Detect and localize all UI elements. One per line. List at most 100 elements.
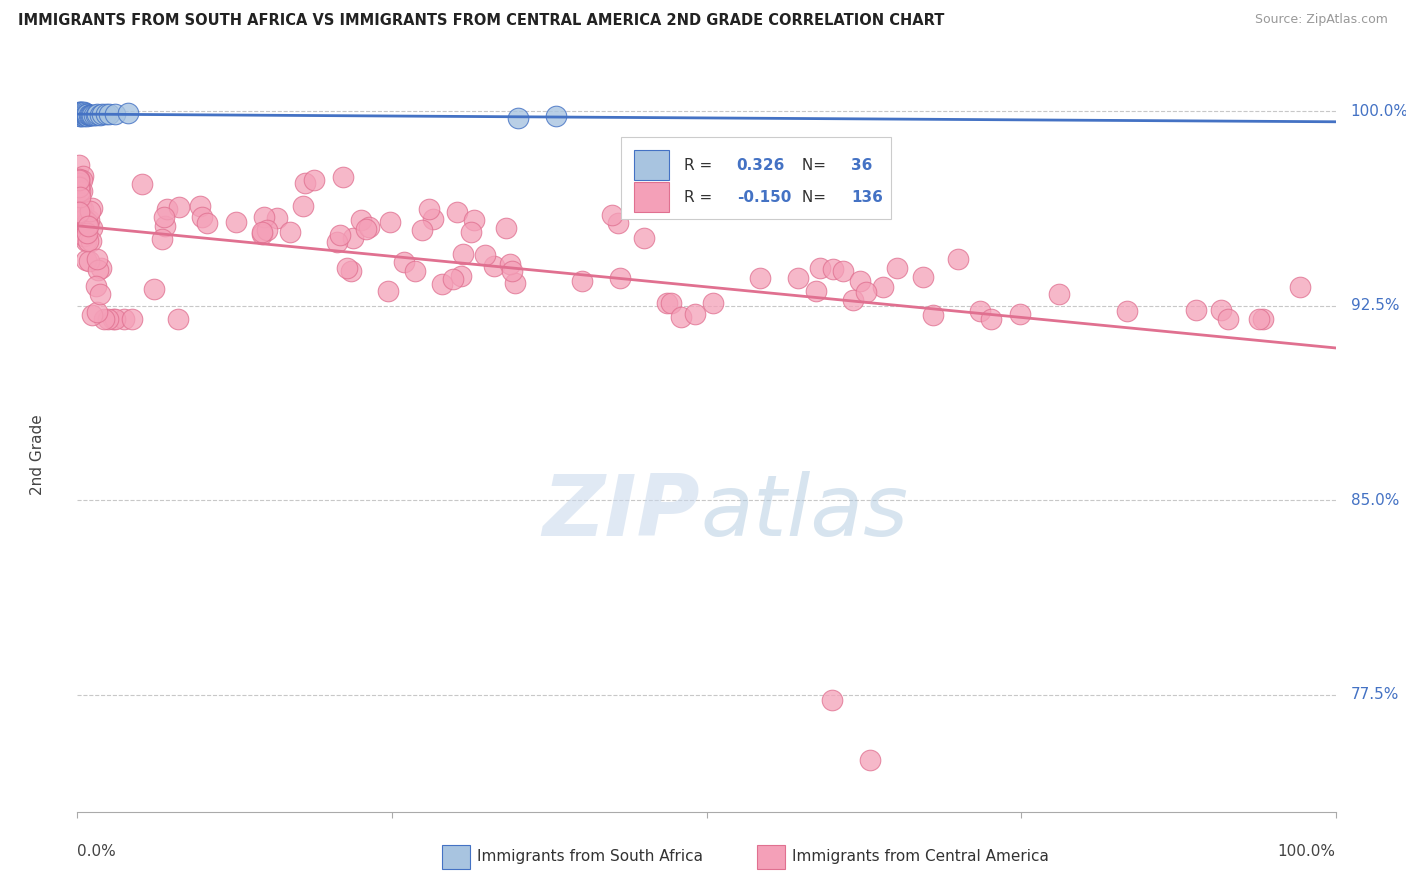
- Point: [67, 105, 90, 120]
- Text: atlas: atlas: [700, 470, 908, 554]
- Point: [75, 217, 97, 231]
- Text: 36: 36: [851, 158, 873, 173]
- Point: [70, 104, 93, 119]
- Point: [1184, 303, 1206, 318]
- Text: 77.5%: 77.5%: [1351, 688, 1399, 702]
- Point: [1047, 286, 1070, 301]
- Point: [104, 106, 127, 120]
- Point: [195, 216, 218, 230]
- Point: [69, 109, 91, 123]
- Point: [80, 201, 103, 215]
- Text: 92.5%: 92.5%: [1351, 298, 1399, 313]
- Point: [86, 304, 108, 318]
- Point: [69, 189, 91, 203]
- Point: [278, 225, 301, 239]
- Point: [97, 311, 120, 326]
- Point: [1116, 303, 1139, 318]
- Text: 0.0%: 0.0%: [77, 844, 117, 859]
- Point: [72, 106, 94, 120]
- Point: [67, 158, 90, 172]
- Point: [450, 269, 472, 284]
- Point: [633, 231, 655, 245]
- Point: [804, 285, 827, 299]
- Point: [1218, 311, 1240, 326]
- Point: [506, 111, 529, 125]
- Point: [70, 217, 93, 231]
- Point: [76, 108, 98, 122]
- Point: [969, 304, 991, 318]
- Point: [76, 226, 98, 240]
- Point: [294, 176, 316, 190]
- Text: 100.0%: 100.0%: [1278, 844, 1336, 859]
- Point: [73, 212, 96, 227]
- Text: 136: 136: [851, 190, 883, 205]
- Point: [256, 223, 278, 237]
- Text: R =: R =: [683, 190, 717, 205]
- Text: -0.150: -0.150: [737, 190, 792, 205]
- Point: [69, 106, 91, 120]
- Point: [460, 226, 482, 240]
- Point: [326, 235, 349, 249]
- Point: [153, 219, 176, 233]
- Point: [75, 234, 97, 248]
- Point: [79, 203, 101, 218]
- Point: [70, 107, 93, 121]
- Point: [463, 213, 485, 227]
- Point: [848, 274, 870, 288]
- Point: [354, 222, 377, 236]
- Point: [80, 308, 103, 322]
- Point: [153, 210, 176, 224]
- Point: [501, 264, 523, 278]
- Text: ZIP: ZIP: [543, 470, 700, 554]
- Point: [392, 255, 415, 269]
- Point: [499, 257, 522, 271]
- Point: [70, 173, 93, 187]
- Point: [922, 308, 945, 322]
- Point: [67, 172, 90, 186]
- Point: [76, 107, 98, 121]
- Point: [73, 228, 96, 243]
- Point: [191, 211, 214, 225]
- Point: [67, 173, 90, 187]
- Point: [821, 693, 844, 707]
- Text: Source: ZipAtlas.com: Source: ZipAtlas.com: [1254, 13, 1388, 27]
- Point: [76, 234, 98, 248]
- Point: [67, 206, 90, 220]
- Text: Immigrants from Central America: Immigrants from Central America: [792, 849, 1049, 864]
- Point: [79, 108, 101, 122]
- Point: [72, 107, 94, 121]
- Point: [69, 104, 91, 119]
- Point: [167, 311, 190, 326]
- Text: 100.0%: 100.0%: [1351, 103, 1406, 119]
- Point: [702, 295, 724, 310]
- Point: [72, 169, 94, 183]
- Bar: [621, 137, 891, 219]
- Point: [67, 179, 90, 194]
- Point: [441, 272, 464, 286]
- Point: [97, 107, 120, 121]
- Bar: [756, 845, 785, 869]
- Point: [821, 262, 844, 277]
- Point: [482, 260, 505, 274]
- Point: [912, 270, 935, 285]
- Point: [75, 106, 97, 120]
- Point: [69, 205, 91, 219]
- Point: [253, 211, 276, 225]
- Point: [683, 307, 706, 321]
- Point: [571, 274, 593, 288]
- Point: [91, 107, 114, 121]
- Point: [77, 219, 100, 233]
- Point: [451, 246, 474, 260]
- Point: [749, 271, 772, 285]
- Point: [69, 194, 91, 209]
- Point: [609, 270, 631, 285]
- Point: [82, 108, 104, 122]
- Point: [544, 109, 567, 123]
- Point: [73, 108, 96, 122]
- Point: [67, 178, 90, 193]
- Point: [67, 108, 90, 122]
- Text: IMMIGRANTS FROM SOUTH AFRICA VS IMMIGRANTS FROM CENTRAL AMERICA 2ND GRADE CORREL: IMMIGRANTS FROM SOUTH AFRICA VS IMMIGRAN…: [18, 13, 945, 29]
- Text: 0.326: 0.326: [737, 158, 785, 173]
- Point: [76, 214, 98, 228]
- Point: [84, 279, 107, 293]
